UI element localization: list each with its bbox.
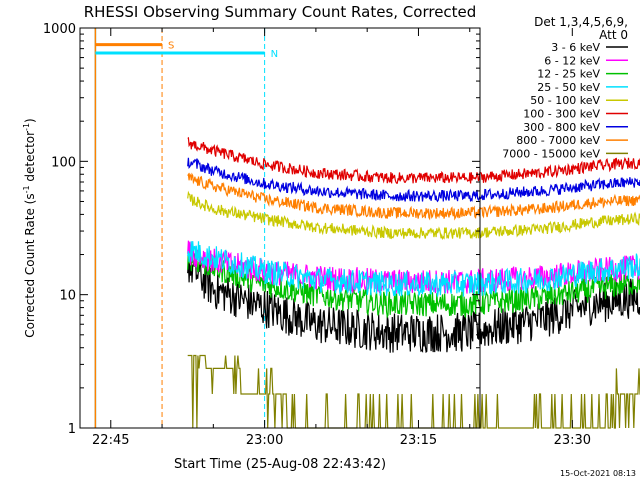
y-axis-label-main: Corrected Count Rate (s	[23, 193, 37, 337]
legend-label-7: 800 - 7000 keV	[516, 134, 600, 147]
legend-header-1: Det 1,3,4,5,6,9,	[534, 15, 628, 29]
n-label: N	[271, 49, 278, 60]
s-label: S	[168, 41, 174, 52]
axis-ticks: 22:4523:0023:1523:3023:4500:0000:1511010…	[43, 22, 591, 448]
series-line-5	[187, 136, 640, 184]
y-axis-label-sup2: -1	[22, 123, 31, 131]
x-axis-label: Start Time (25-Aug-08 22:43:42)	[174, 457, 386, 472]
legend-label-6: 300 - 800 keV	[523, 121, 600, 134]
series-line-6	[187, 157, 640, 203]
plot-frame	[79, 27, 481, 429]
x-tick-label-3: 23:30	[554, 433, 591, 448]
y-tick-label-2: 100	[51, 155, 76, 170]
x-tick-label-0: 22:45	[92, 433, 129, 448]
series-line-7	[187, 172, 640, 221]
legend-label-8: 7000 - 15000 keV	[502, 147, 600, 160]
legend-label-2: 12 - 25 keV	[537, 68, 600, 81]
series-line-0	[187, 249, 640, 354]
y-tick-label-3: 1000	[43, 22, 76, 37]
y-axis-label-sup1: -1	[22, 185, 31, 193]
x-tick-label-1: 23:00	[246, 433, 283, 448]
series-line-8	[187, 354, 640, 429]
series-line-3	[187, 241, 640, 298]
y-axis-label-mid: detector	[23, 131, 37, 186]
y-tick-label-0: 1	[68, 422, 76, 437]
x-tick-label-2: 23:15	[400, 433, 437, 448]
series-line-4	[187, 190, 640, 241]
y-axis-label-end: )	[23, 118, 37, 123]
y-axis-label: Corrected Count Rate (s-1 detector-1)	[22, 118, 37, 337]
legend-label-0: 3 - 6 keV	[551, 41, 600, 54]
y-tick-label-1: 10	[59, 289, 76, 304]
generated-timestamp: 15-Oct-2021 08:13	[560, 469, 636, 478]
legend-label-1: 6 - 12 keV	[544, 54, 600, 67]
legend-header-2: Att 0	[599, 28, 628, 42]
legend-label-4: 50 - 100 keV	[530, 94, 600, 107]
chart-title: RHESSI Observing Summary Count Rates, Co…	[84, 3, 477, 21]
annotation-layer: SN	[94, 28, 278, 428]
series-line-2	[187, 248, 640, 319]
legend-label-3: 25 - 50 keV	[537, 81, 600, 94]
legend-label-5: 100 - 300 keV	[523, 108, 600, 121]
